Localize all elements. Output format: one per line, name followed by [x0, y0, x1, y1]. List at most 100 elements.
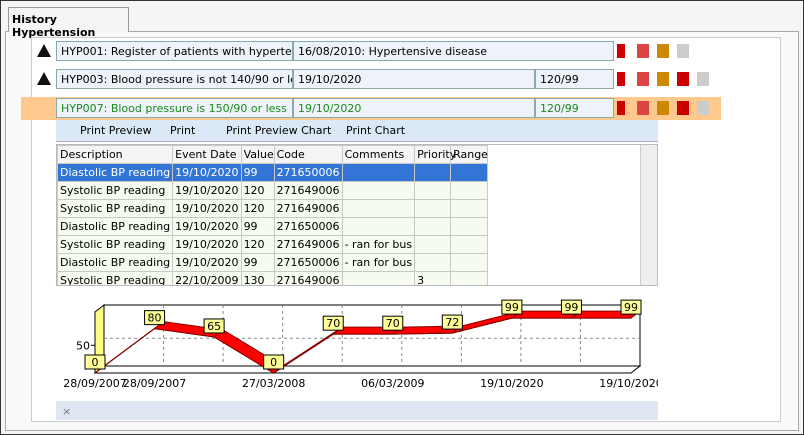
table-cell: 99 [240, 253, 275, 272]
table-row[interactable]: Systolic BP reading 19/10/2020 120 27164900… [57, 199, 489, 218]
value-label-box [560, 299, 582, 315]
table-cell [450, 199, 489, 218]
action-icon[interactable] [677, 72, 689, 86]
table-cell: 22/10/2009 [172, 271, 242, 285]
action-icon[interactable] [657, 101, 669, 115]
indicator-detail: 19/10/2020 [293, 98, 535, 118]
column-header[interactable]: Code [273, 145, 343, 164]
scrollbar[interactable] [640, 145, 657, 285]
value-label: 99 [564, 301, 578, 314]
warning-icon [37, 44, 51, 57]
action-icon[interactable] [657, 44, 669, 58]
table-cell: Systolic BP reading [57, 199, 174, 218]
toolbar-button[interactable]: Print Preview Chart [226, 124, 332, 137]
action-icon[interactable] [617, 44, 625, 58]
table-row[interactable]: Systolic BP reading 19/10/2020 120 27164900… [57, 181, 489, 200]
close-button: × [62, 405, 71, 418]
table-cell [414, 235, 452, 254]
table-cell [450, 235, 489, 254]
column-header[interactable]: Event Date [172, 145, 242, 164]
value-label: 70 [326, 317, 340, 330]
table-cell: 99 [240, 163, 275, 182]
table-row[interactable]: Systolic BP reading 19/10/2020 120 27164900… [57, 235, 489, 254]
table-row[interactable]: Systolic BP reading 22/10/2009 130 27164900… [57, 271, 489, 285]
value-label-box [203, 318, 225, 334]
table-row[interactable]: Diastolic BP reading 19/10/2020 99 27165000… [57, 253, 489, 272]
action-icon[interactable] [677, 44, 689, 58]
x-tick-label: 28/09/2007 [123, 377, 186, 390]
table-row[interactable]: Diastolic BP reading 19/10/2020 99 27165000… [57, 163, 489, 182]
table-cell: 99 [240, 217, 275, 236]
action-icon[interactable] [657, 72, 669, 86]
table-cell: 19/10/2020 [172, 181, 242, 200]
table-cell: 120 [240, 199, 275, 218]
table-cell [341, 181, 416, 200]
table-cell [341, 199, 416, 218]
y-tick-label: 50 [76, 339, 90, 352]
toolbar-button[interactable]: Print [170, 124, 196, 137]
column-header[interactable]: Description [57, 145, 174, 164]
table-cell [414, 163, 452, 182]
table-cell: 271650006 [273, 253, 343, 272]
table-cell: 271649006 [273, 181, 343, 200]
table-cell: 120 [240, 181, 275, 200]
indicator-code[interactable]: HYP003: Blood pressure is not 140/90 or … [56, 69, 293, 89]
action-icon[interactable] [637, 44, 649, 58]
action-icon[interactable] [697, 101, 709, 115]
action-icon[interactable] [617, 72, 625, 86]
table-cell: 271649006 [273, 199, 343, 218]
indicator-detail: 19/10/2020 [293, 69, 535, 89]
action-icon[interactable] [677, 101, 689, 115]
column-header[interactable]: Comments [341, 145, 416, 164]
value-label-box [84, 354, 106, 370]
value-label: 80 [148, 312, 162, 325]
table-cell [341, 163, 416, 182]
value-label-box [382, 315, 404, 331]
table-cell: 271649006 [273, 235, 343, 254]
status-bar [56, 401, 658, 420]
line [94, 317, 631, 374]
action-icon[interactable] [697, 72, 709, 86]
table-cell: 19/10/2020 [172, 253, 242, 272]
tab[interactable]: History Hypertension [8, 7, 129, 39]
toolbar-button[interactable]: Print Preview [80, 124, 152, 137]
table-cell: Diastolic BP reading [57, 163, 174, 182]
value-label: 70 [386, 317, 400, 330]
table-cell: Systolic BP reading [57, 271, 174, 285]
table-cell [414, 253, 452, 272]
warning-icon [37, 72, 51, 85]
table-cell: 3 [414, 271, 452, 285]
action-icon[interactable] [617, 101, 625, 115]
toolbar: Print Preview Print Print Preview Chart … [56, 120, 658, 142]
column-header[interactable]: Range [450, 145, 489, 164]
table-row[interactable]: Diastolic BP reading 19/10/2020 99 27165000… [57, 217, 489, 236]
table-cell [414, 181, 452, 200]
table-cell: 19/10/2020 [172, 217, 242, 236]
action-icon[interactable] [637, 101, 649, 115]
table-cell: 130 [240, 271, 275, 285]
value-label: 0 [92, 356, 99, 369]
value-label-box [322, 315, 344, 331]
indicator-code[interactable]: HYP007: Blood pressure is 150/90 or less [56, 98, 293, 118]
table-cell: 271650006 [273, 163, 343, 182]
value-label-box [501, 299, 523, 315]
column-header[interactable]: Priority [414, 145, 456, 164]
indicator-code[interactable]: HYP001: Register of patients with hypert… [56, 41, 293, 61]
toolbar-button[interactable]: Print Chart [346, 124, 406, 137]
x-tick-label: 06/03/2009 [361, 377, 424, 390]
table-cell: 271650006 [273, 217, 343, 236]
table-cell [450, 163, 489, 182]
table-cell [341, 217, 416, 236]
table-cell: 19/10/2020 [172, 163, 242, 182]
value-label-box [620, 299, 642, 315]
table-cell [450, 217, 489, 236]
table-cell: - ran for bus [341, 235, 416, 254]
table-cell [414, 217, 452, 236]
x-tick-label: 19/10/2020 [480, 377, 543, 390]
table-cell: Diastolic BP reading [57, 253, 174, 272]
data-table: Description Event Date Value Code Comments Pr… [57, 145, 489, 285]
action-icon[interactable] [637, 72, 649, 86]
column-header[interactable]: Value [240, 145, 275, 164]
